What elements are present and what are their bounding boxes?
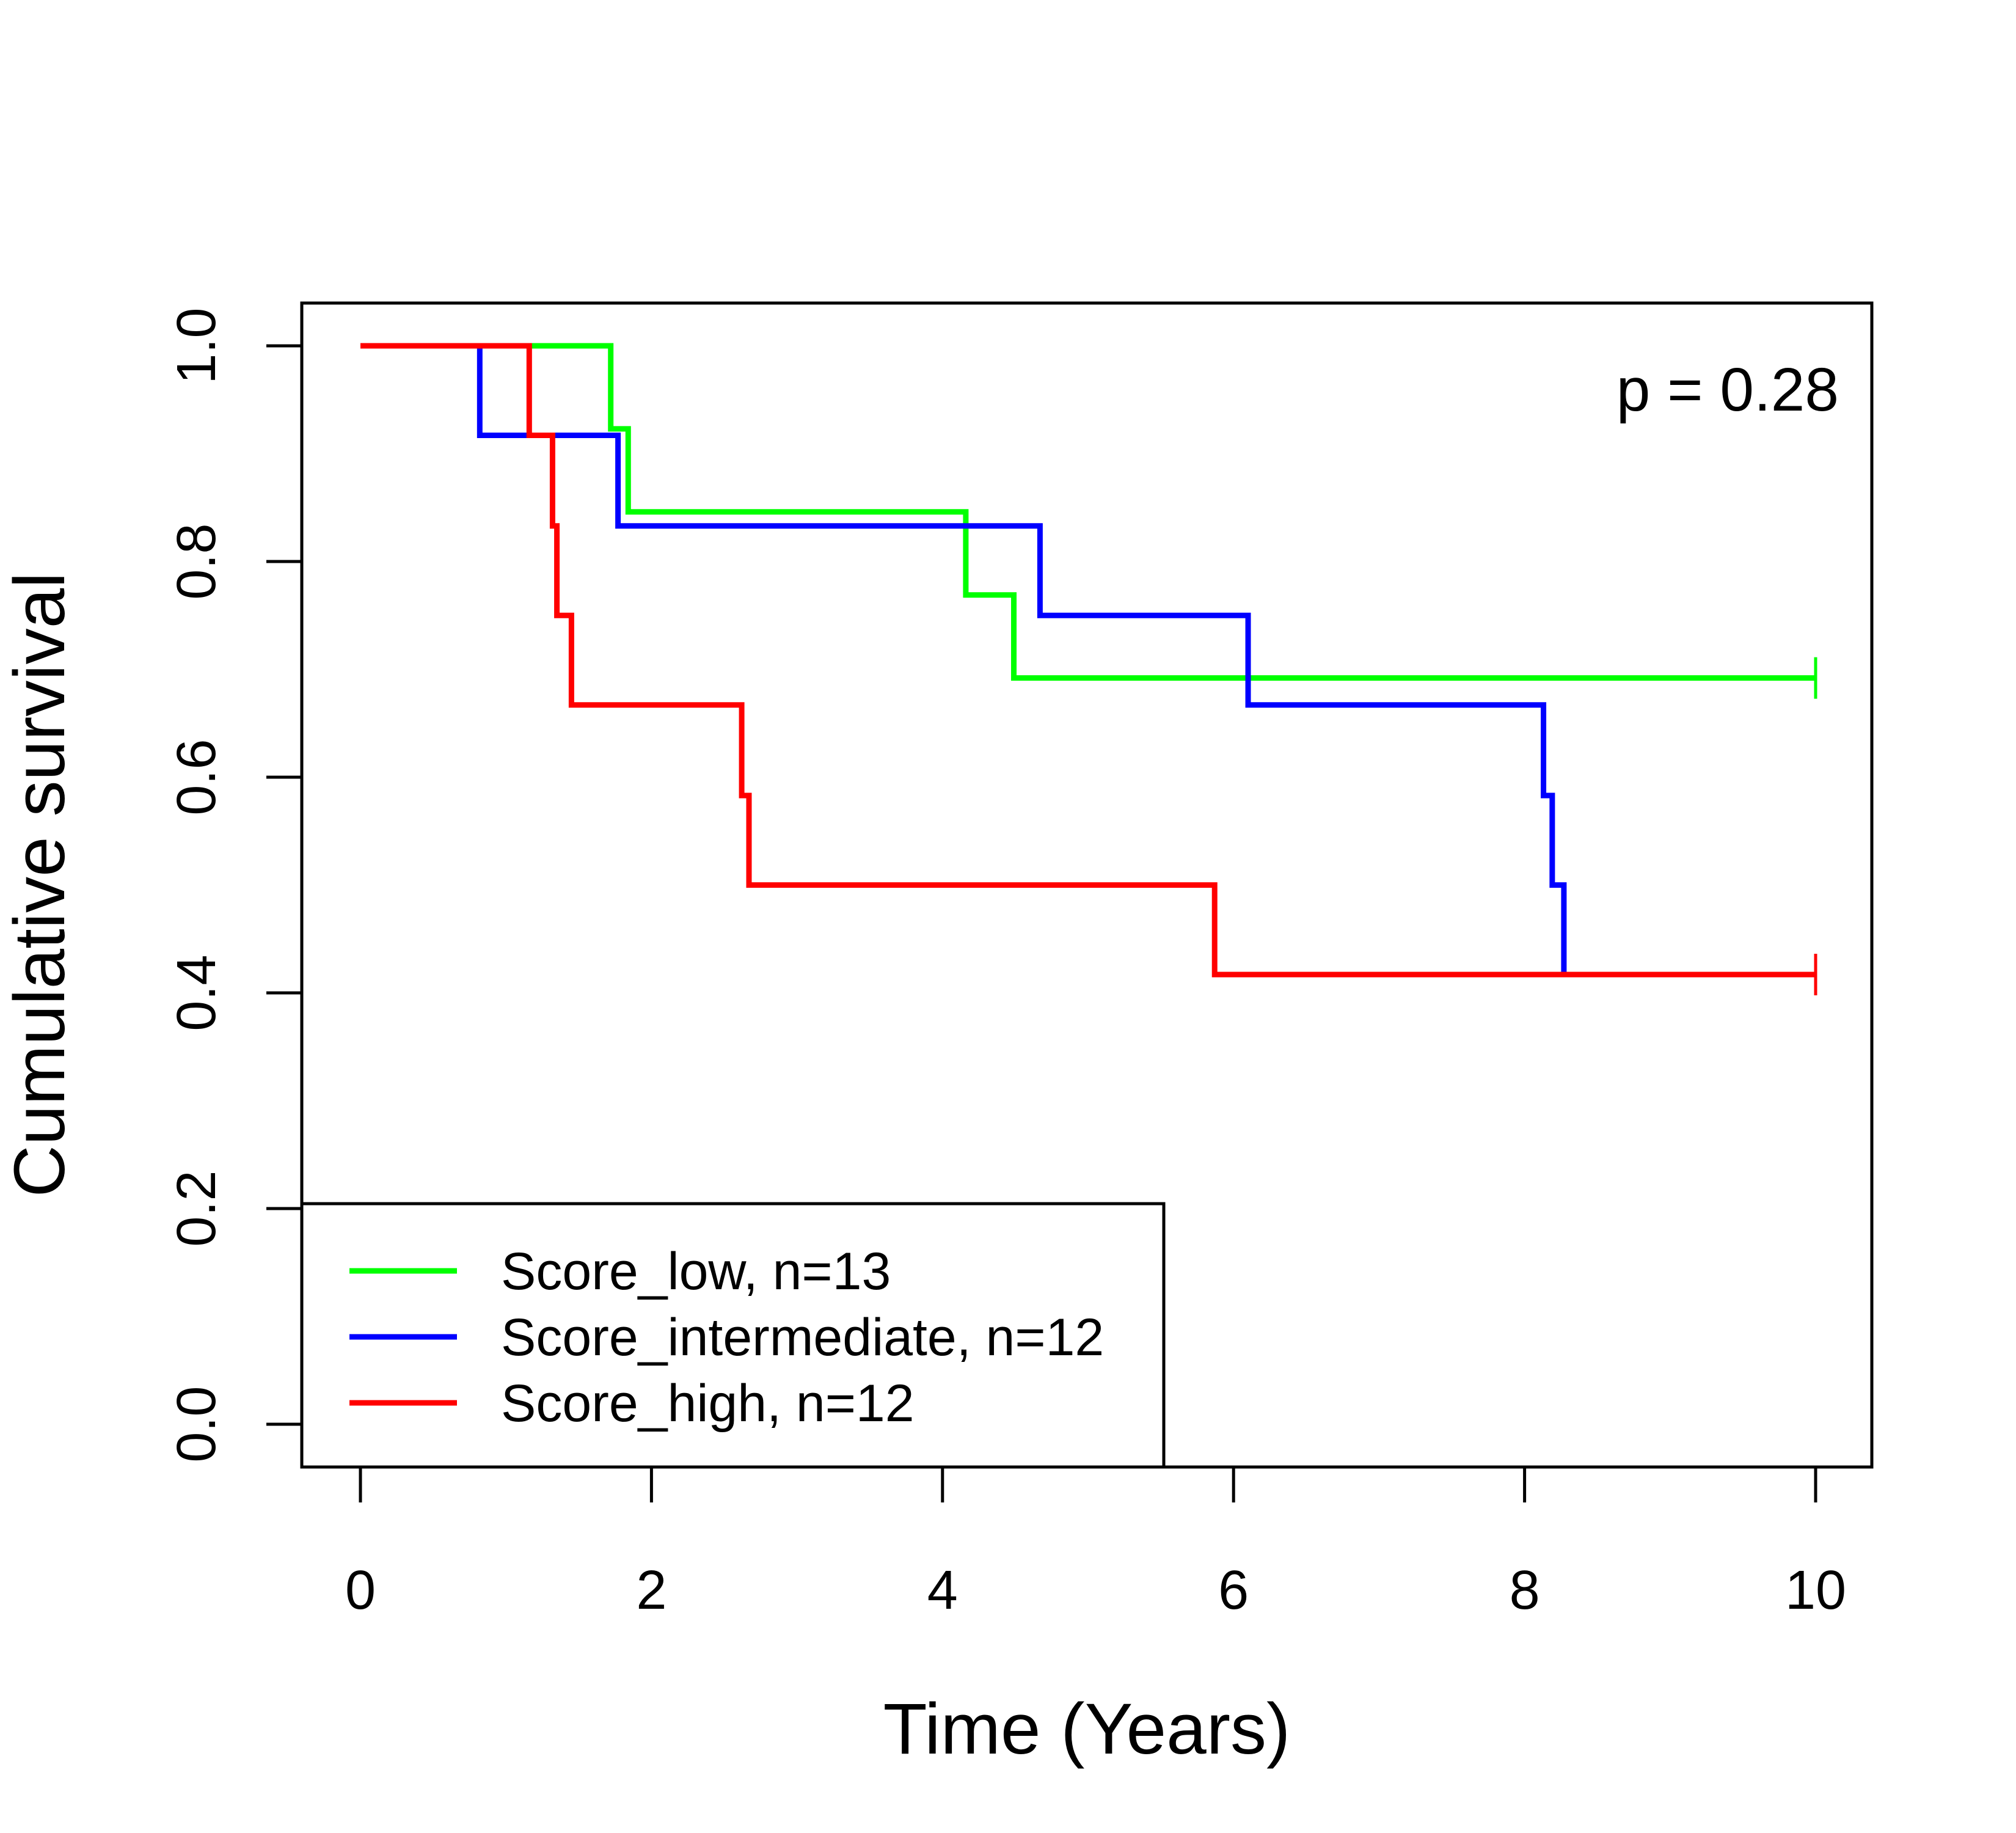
x-tick-label: 8	[1510, 1560, 1540, 1621]
legend-label: Score_low, n=13	[501, 1242, 891, 1301]
y-tick-label: 0.4	[166, 954, 227, 1031]
survival-curve-2	[360, 343, 1816, 978]
x-tick-label: 6	[1218, 1560, 1249, 1621]
x-tick-label: 0	[345, 1560, 376, 1621]
x-tick-label: 2	[636, 1560, 667, 1621]
y-tick-label: 0.8	[166, 523, 227, 599]
p-value-annotation: p = 0.28	[1616, 356, 1839, 424]
legend-label: Score_intermediate, n=12	[501, 1308, 1104, 1367]
y-tick-label: 1.0	[166, 307, 227, 384]
survival-curve-0	[360, 343, 1816, 681]
x-tick-label: 4	[927, 1560, 958, 1621]
x-tick-label: 10	[1785, 1560, 1846, 1621]
x-axis-title: Time (Years)	[883, 1689, 1291, 1769]
legend-label: Score_high, n=12	[501, 1374, 915, 1433]
y-axis-title: Cumulative survival	[0, 573, 80, 1198]
y-tick-label: 0.2	[166, 1170, 227, 1246]
y-tick-label: 0.0	[166, 1386, 227, 1462]
survival-curve-1	[360, 343, 1567, 975]
y-tick-label: 0.6	[166, 739, 227, 815]
